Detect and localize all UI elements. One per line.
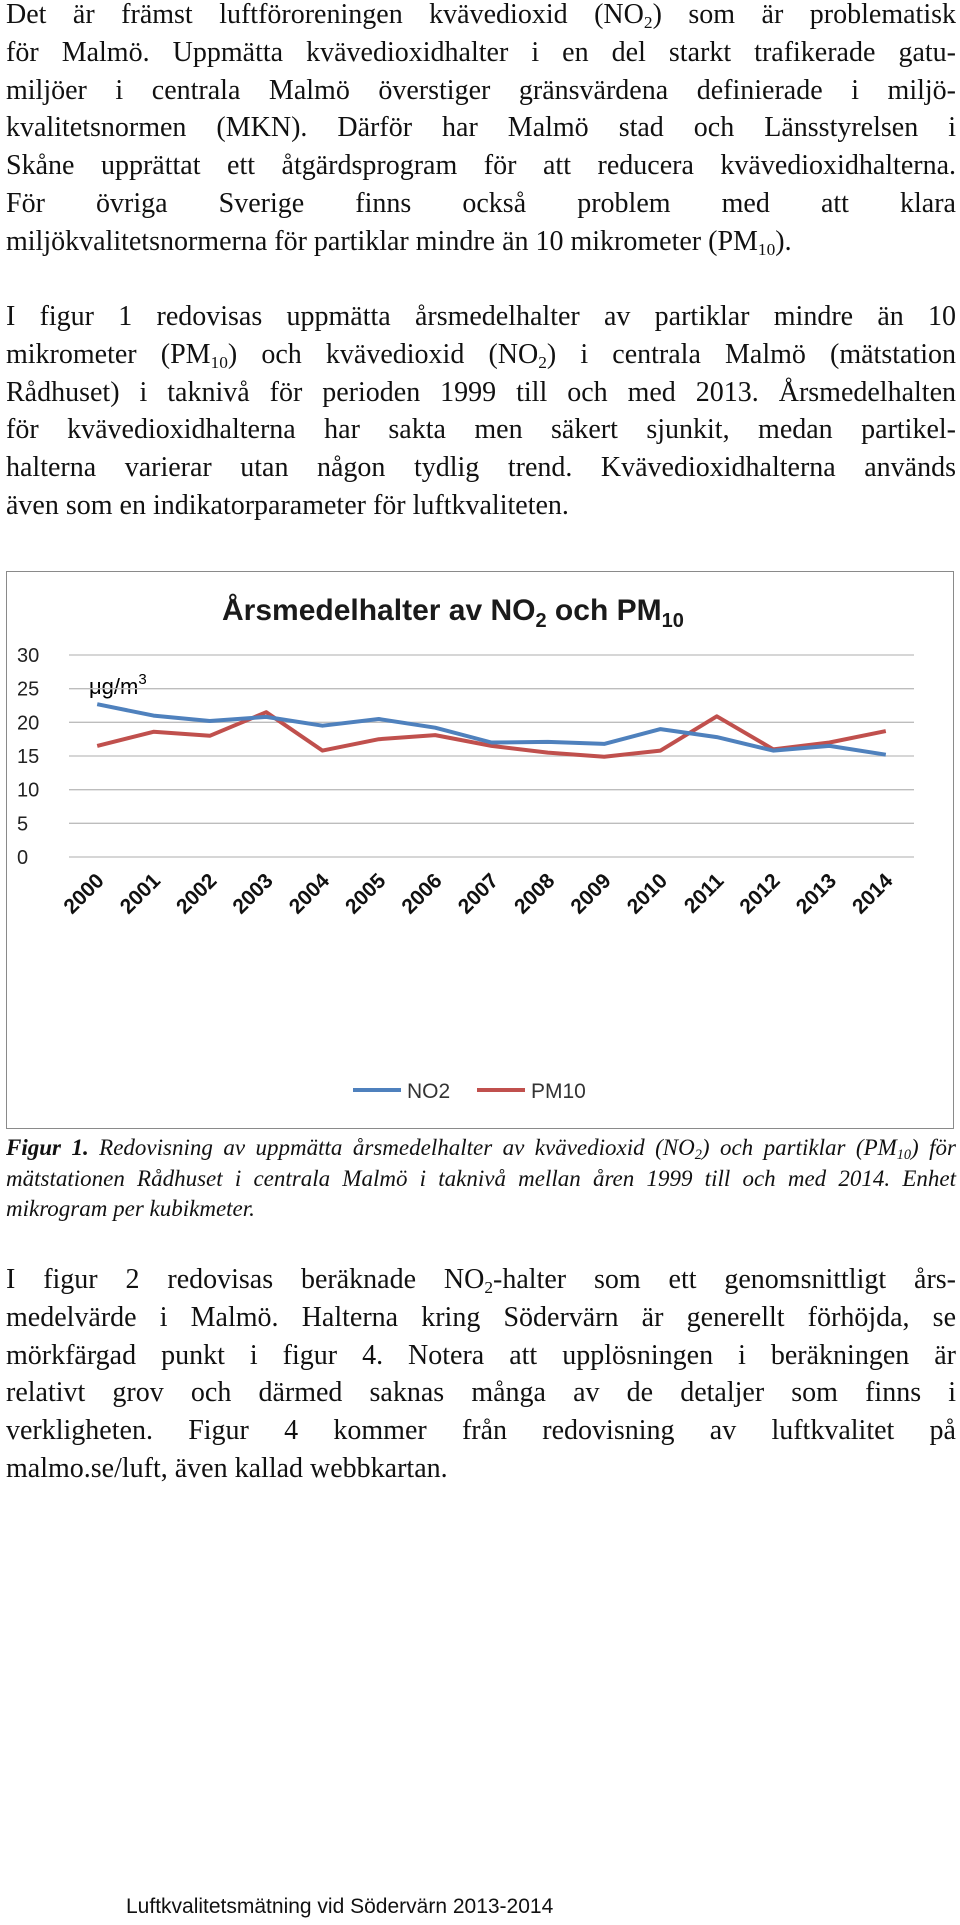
figure-caption: Figur 1. Redovisning av uppmätta årsmede… bbox=[6, 1133, 956, 1225]
series-line-pm10 bbox=[96, 710, 887, 759]
y-tick-label: 15 bbox=[17, 746, 39, 768]
legend: NO2 PM10 bbox=[353, 1080, 586, 1103]
x-tick-label: 2010 bbox=[623, 869, 672, 918]
y-axis: 0 5 10 15 20 25 30 bbox=[17, 645, 39, 869]
text-line: verkligheten. Figur 4 kommer från redovi… bbox=[6, 1415, 956, 1447]
y-tick-label: 20 bbox=[17, 712, 39, 734]
caption-line: Figur 1. Redovisning av uppmätta årsmede… bbox=[6, 1135, 957, 1163]
text-line: miljökvalitetsnormerna för partiklar min… bbox=[6, 225, 792, 259]
chart-title: Årsmedelhalter av NO2 och PM10 bbox=[222, 594, 684, 632]
x-tick-label: 2004 bbox=[285, 869, 335, 919]
unit-label: μg/m3 bbox=[89, 671, 147, 699]
y-tick-label: 25 bbox=[17, 679, 39, 701]
text-line: medelvärde i Malmö. Halterna kring Söder… bbox=[6, 1301, 956, 1333]
x-tick-label: 2009 bbox=[566, 869, 615, 918]
caption-line: mikrogram per kubikmeter. bbox=[6, 1196, 255, 1221]
x-tick-label: 2013 bbox=[792, 869, 841, 918]
text-line: miljöer i centrala Malmö överstiger grän… bbox=[6, 74, 956, 106]
text-line: För övriga Sverige finns också problem m… bbox=[6, 187, 956, 219]
series-lines bbox=[96, 702, 887, 759]
series-line-no2 bbox=[96, 702, 887, 757]
text-line: även som en indikatorparameter för luftk… bbox=[6, 489, 569, 521]
text-line: relativt grov och därmed saknas många av… bbox=[6, 1377, 956, 1409]
x-tick-label: 2014 bbox=[848, 869, 898, 919]
x-tick-label: 2007 bbox=[454, 869, 503, 918]
x-axis: 2000 2001 2002 2003 2004 2005 2006 2007 2008 2009… bbox=[59, 869, 897, 919]
x-tick-label: 2000 bbox=[59, 869, 108, 918]
x-tick-label: 2006 bbox=[397, 869, 446, 918]
text-line: för Malmö. Uppmätta kvävedioxidhalter i … bbox=[6, 36, 956, 68]
y-tick-label: 10 bbox=[17, 780, 39, 802]
y-tick-label: 30 bbox=[17, 645, 39, 667]
text-line: I figur 1 redovisas uppmätta årsmedelhal… bbox=[6, 301, 956, 332]
text-line: malmo.se/luft, även kallad webbkartan. bbox=[6, 1452, 448, 1484]
text-line: kvalitetsnormen (MKN). Därför har Malmö … bbox=[6, 112, 956, 144]
legend-no2-label: NO2 bbox=[407, 1080, 450, 1103]
y-tick-label: 0 bbox=[17, 847, 28, 869]
figure1-paragraph: I figur 1 redovisas uppmätta årsmedelhal… bbox=[6, 298, 956, 525]
x-tick-label: 2001 bbox=[116, 869, 166, 919]
caption-label: Figur 1. bbox=[6, 1135, 89, 1160]
figure2-paragraph: I figur 2 redovisas beräknade NO2-halter… bbox=[6, 1261, 956, 1488]
text-line: Skåne upprättat ett åtgärdsprogram för a… bbox=[6, 150, 956, 182]
text-line: Rådhuset) i taknivå för perioden 1999 ti… bbox=[6, 376, 956, 408]
text-line: I figur 2 redovisas beräknade NO2-halter… bbox=[6, 1264, 956, 1297]
x-tick-label: 2008 bbox=[510, 869, 560, 919]
text-line: för kvävedioxidhalterna har sakta men sä… bbox=[6, 414, 956, 446]
y-tick-label: 5 bbox=[17, 813, 28, 835]
chart-svg: Årsmedelhalter av NO2 och PM10 μg/m3 0 5 1… bbox=[17, 594, 914, 1103]
text-line: mörkfärgad punkt i figur 4. Notera att u… bbox=[6, 1339, 956, 1371]
legend-pm10-label: PM10 bbox=[531, 1080, 586, 1103]
x-tick-label: 2002 bbox=[172, 869, 221, 918]
gridlines bbox=[69, 654, 914, 858]
caption-line: mätstationen Rådhuset i centrala Malmö i… bbox=[6, 1165, 956, 1191]
x-tick-label: 2003 bbox=[228, 869, 277, 918]
text-line: Det är främst luftföroreningen kvävediox… bbox=[6, 0, 956, 32]
page-footer: Luftkvalitetsmätning vid Södervärn 2013-… bbox=[126, 1895, 554, 1918]
x-tick-label: 2012 bbox=[735, 869, 784, 918]
x-tick-label: 2011 bbox=[680, 869, 729, 918]
x-tick-label: 2005 bbox=[341, 869, 391, 919]
text-line: mikrometer (PM10) och kvävedioxid (NO2) … bbox=[6, 338, 956, 372]
line-chart: Årsmedelhalter av NO2 och PM10 μg/m3 0 5 1… bbox=[6, 571, 954, 1129]
intro-paragraph: Det är främst luftföroreningen kvävediox… bbox=[6, 0, 956, 261]
text-line: halterna varierar utan någon tydlig tren… bbox=[6, 452, 956, 484]
